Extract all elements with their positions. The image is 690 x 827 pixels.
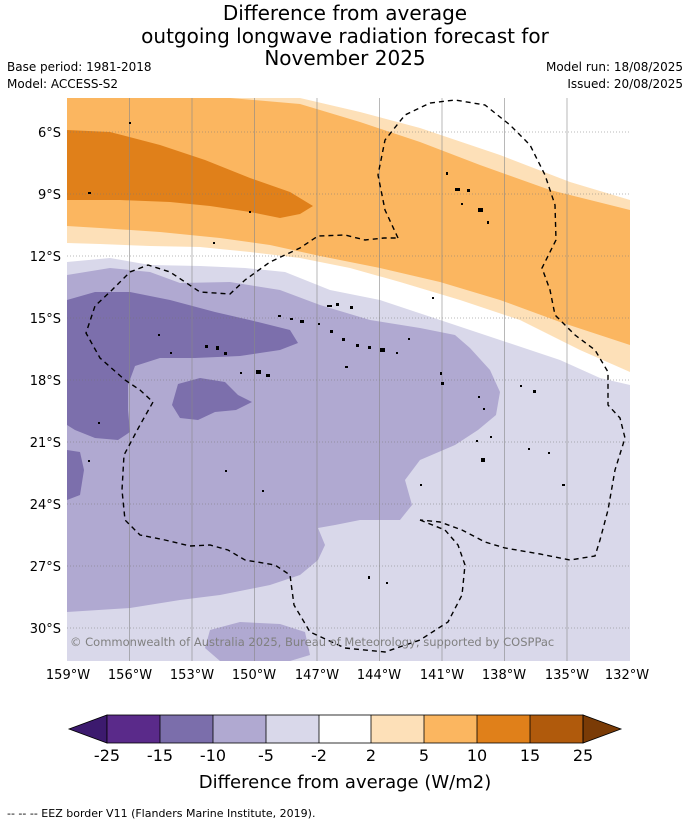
meta-left: Base period: 1981-2018 Model: ACCESS-S2	[7, 59, 152, 93]
lat-label-24s: 24°S	[30, 498, 61, 513]
issued-date: Issued: 20/08/2025	[567, 77, 683, 91]
meta-right: Model run: 18/08/2025 Issued: 20/08/2025	[546, 59, 683, 93]
colorbar-tick: 15	[520, 746, 540, 765]
map-title: Difference from average outgoing longwav…	[0, 2, 690, 70]
colorbar-tick: -10	[200, 746, 226, 765]
copyright-text: © Commonwealth of Australia 2025, Bureau…	[70, 635, 554, 649]
colorbar-tick: -5	[258, 746, 274, 765]
pos-medium-band	[67, 98, 630, 345]
colorbar-min-arrow	[67, 714, 108, 744]
lon-gridlines	[129, 98, 568, 661]
model-run: Model run: 18/08/2025	[545, 60, 683, 74]
lon-label-159w: 159°W	[46, 668, 90, 683]
lat-label-21s: 21°S	[30, 436, 61, 451]
lat-label-27s: 27°S	[30, 560, 61, 575]
lon-label-135w: 135°W	[545, 668, 589, 683]
colorbar-tick: -15	[147, 746, 173, 765]
colorbar-tick: -25	[94, 746, 120, 765]
lon-label-138w: 138°W	[482, 668, 526, 683]
colorbar: -25 -15 -10 -5 -2 2 5 10 15 25 Differenc…	[67, 714, 623, 793]
colorbar-frame	[106, 714, 584, 744]
lon-label-153w: 153°W	[170, 668, 214, 683]
colorbar-seg-3	[213, 715, 266, 743]
title-line-1: Difference from average	[222, 1, 468, 25]
colorbar-tick: 5	[419, 746, 429, 765]
colorbar-dividers	[159, 715, 531, 743]
model-name: Model: ACCESS-S2	[7, 77, 119, 91]
colorbar-max-arrow	[582, 714, 623, 744]
lat-label-9s: 9°S	[38, 188, 61, 203]
neg-strong-blob-edge	[67, 450, 84, 500]
eez-border-south	[85, 234, 466, 653]
colorbar-ticks: -25 -15 -10 -5 -2 2 5 10 15 25	[94, 746, 593, 765]
colorbar-seg-5	[319, 715, 371, 743]
lon-label-150w: 150°W	[232, 668, 276, 683]
island-markers	[88, 122, 565, 584]
lon-label-147w: 147°W	[295, 668, 339, 683]
lat-label-30s: 30°S	[30, 622, 61, 637]
colorbar-label: Difference from average (W/m2)	[199, 772, 491, 793]
latitude-labels: 6°S 9°S 12°S 15°S 18°S 21°S 24°S 27°S 30…	[30, 126, 61, 637]
lon-label-141w: 141°W	[420, 668, 464, 683]
lat-gridlines	[67, 131, 630, 629]
longitude-labels: 159°W 156°W 153°W 150°W 147°W 144°W 141°…	[46, 668, 649, 683]
colorbar-seg-6	[371, 715, 424, 743]
title-line-3: November 2025	[264, 46, 426, 70]
title-line-2: outgoing longwave radiation forecast for	[141, 23, 549, 48]
lon-label-132w: 132°W	[605, 668, 649, 683]
eez-border-east	[377, 99, 626, 561]
colorbar-seg-1	[107, 715, 160, 743]
colorbar-tick: -2	[311, 746, 327, 765]
lat-label-18s: 18°S	[30, 374, 61, 389]
colorbar-seg-4	[266, 715, 319, 743]
colorbar-seg-7	[424, 715, 477, 743]
lat-label-12s: 12°S	[30, 250, 61, 265]
colorbar-seg-9	[530, 715, 583, 743]
colorbar-seg-2	[160, 715, 213, 743]
neg-strong-region-west	[67, 292, 298, 440]
lat-label-6s: 6°S	[38, 126, 61, 141]
anomaly-field: © Commonwealth of Australia 2025, Bureau…	[67, 98, 630, 661]
colorbar-tick: 25	[573, 746, 593, 765]
base-period: Base period: 1981-2018	[7, 60, 152, 74]
colorbar-tick: 10	[467, 746, 487, 765]
neg-medium-blob-south	[205, 622, 310, 661]
colorbar-seg-8	[477, 715, 530, 743]
colorbar-tick: 2	[366, 746, 376, 765]
lon-label-144w: 144°W	[357, 668, 401, 683]
lon-label-156w: 156°W	[108, 668, 152, 683]
eez-legend: -- -- -- EEZ border V11 (Flanders Marine…	[7, 807, 316, 820]
lat-label-15s: 15°S	[30, 312, 61, 327]
pos-strong-band	[67, 130, 313, 218]
